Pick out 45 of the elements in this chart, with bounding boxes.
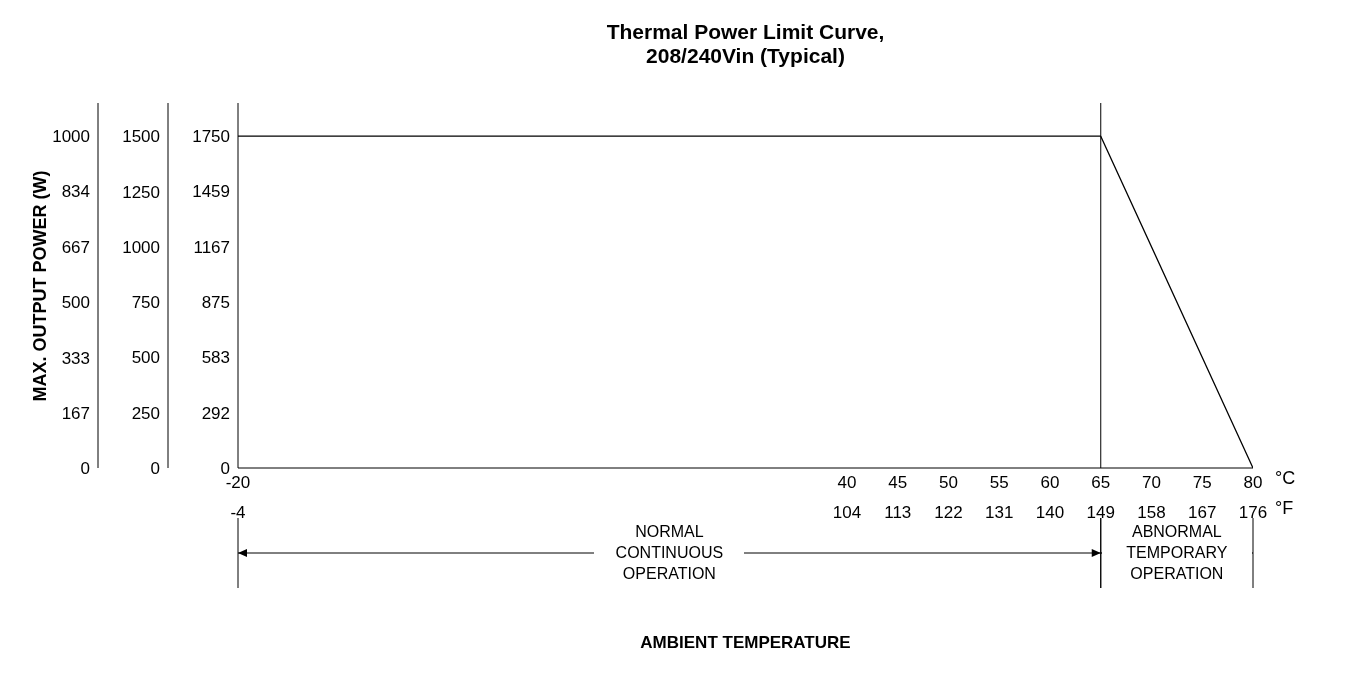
x2-tick-label: -4 [230,503,246,523]
y-tick-label: 834 [61,182,90,202]
text: °C [1275,468,1296,489]
y3-tick-label: 1459 [192,182,230,202]
y2-tick-label: 750 [131,293,160,313]
y2-tick-label: 0 [150,459,160,479]
y3-tick-label: 292 [201,403,230,423]
x-tick-label: 80 [1243,473,1263,493]
x-tick-label: 70 [1142,473,1161,493]
y-tick-label: 333 [61,348,90,368]
x-tick-label: 45 [888,473,908,493]
x2-tick-label: 140 [1035,503,1065,523]
y-tick-label: 0 [80,459,90,479]
x-tick-label: 50 [939,473,958,493]
x2-tick-label: 167 [1188,503,1217,523]
x-tick-label: 75 [1192,473,1212,493]
y3-tick-label: 875 [201,293,230,313]
x-tick-label: 55 [989,473,1009,493]
y-tick-label: 1000 [52,127,90,147]
y-tick-label: 500 [61,293,90,313]
y3-tick-label: 583 [201,348,230,368]
x2-tick-label: 104 [832,503,862,523]
x2-tick-label: 176 [1238,503,1268,523]
y-tick-label: 167 [61,403,90,423]
y-axis-title: MAX. OUTPUT POWER (W) [30,170,51,401]
x-tick-label: 65 [1091,473,1111,493]
chart-title: Thermal Power Limit Curve, 208/240Vin (Typical) [605,20,886,68]
text: AMBIENT TEMPERATURE [639,633,852,653]
text: °F [1275,498,1294,519]
y3-tick-label: 1167 [193,237,230,257]
y2-tick-label: 500 [131,348,160,368]
x2-tick-label: 113 [884,503,912,523]
x2-tick-label: 158 [1137,503,1166,523]
y2-tick-label: 1250 [122,182,160,202]
y2-tick-label: 1500 [122,127,160,147]
y-tick-label: 667 [61,237,90,257]
y2-tick-label: 1000 [122,237,160,257]
x2-tick-label: 131 [985,503,1014,523]
x2-tick-label: 122 [934,503,963,523]
x2-tick-label: 149 [1086,503,1115,523]
text: NORMAL CONTINUOUS OPERATION [594,521,745,584]
x-tick-label: 60 [1040,473,1060,493]
y3-tick-label: 1750 [192,127,230,147]
x-tick-label: 40 [837,473,857,493]
y2-tick-label: 250 [131,403,160,423]
